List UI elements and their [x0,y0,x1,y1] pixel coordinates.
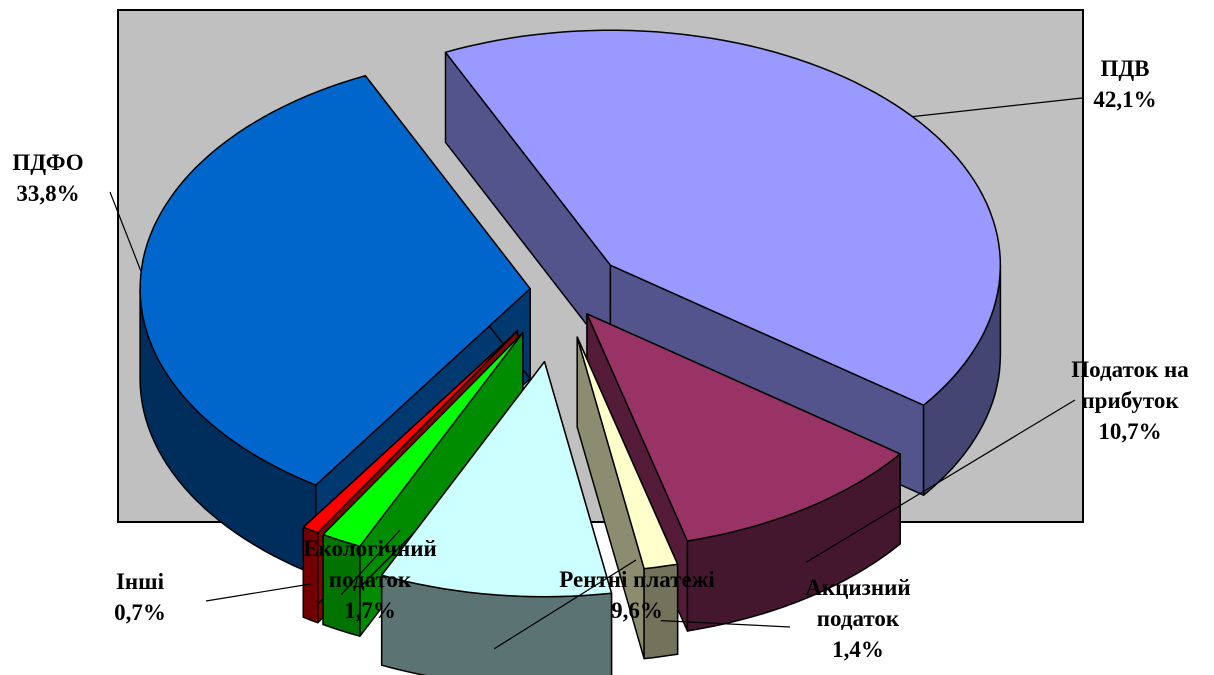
slice-value-label: 33,8% [16,181,79,206]
slice-labels: ПДВ 42,1% Податок на прибуток 10,7% Акцизний п… [12,56,1189,662]
slice-label: Інші 0,7% [114,569,166,625]
slice-top-1 [586,313,901,542]
slice-name-label: ПДФО [12,150,83,175]
slice-value-label: 0,7% [114,600,166,625]
leader-line [805,399,1076,563]
slice-top-5 [302,330,519,534]
slice-label: Акцизний податок 1,4% [805,575,910,662]
slice-top-4 [322,331,524,547]
pie-slices [139,29,1002,675]
slice-name-label: Інші [116,569,165,594]
slice-name-label: прибуток [1081,388,1179,413]
slice-name-label: Екологічний [303,536,436,561]
slice-value-label: 10,7% [1098,419,1161,444]
leader-line [109,191,142,272]
slice-value-label: 1,4% [832,637,884,662]
slice-name-label: ПДВ [1100,56,1149,81]
slice-name-label: податок [817,606,900,631]
pie-slice [576,336,679,660]
slice-value-label: 42,1% [1093,87,1156,112]
slice-name-label: податок [329,567,412,592]
slice-value-label: 1,7% [344,598,396,623]
slice-value-label: 9,6% [611,598,663,623]
slice-label: ПДФО 33,8% [12,150,83,206]
slice-label: Податок на прибуток 10,7% [1071,357,1189,444]
leader-line [912,97,1083,118]
slice-top-6 [139,74,531,486]
pie-slice [380,360,613,675]
slice-name-label: Рентні платежі [559,567,715,592]
slice-top-3 [380,360,613,598]
leader-line [205,583,311,602]
slice-name-label: Акцизний [805,575,910,600]
slice-name-label: Податок на [1071,357,1189,382]
slice-label: Екологічний податок 1,7% [303,536,436,623]
leader-line [660,620,791,628]
slice-label: ПДВ 42,1% [1093,56,1156,112]
leader-line [340,529,401,596]
leader-line [493,559,637,650]
pie-slice [444,29,1002,496]
slice-top-2 [576,336,679,570]
leader-lines [109,97,1083,650]
slice-label: Рентні платежі 9,6% [559,567,715,623]
